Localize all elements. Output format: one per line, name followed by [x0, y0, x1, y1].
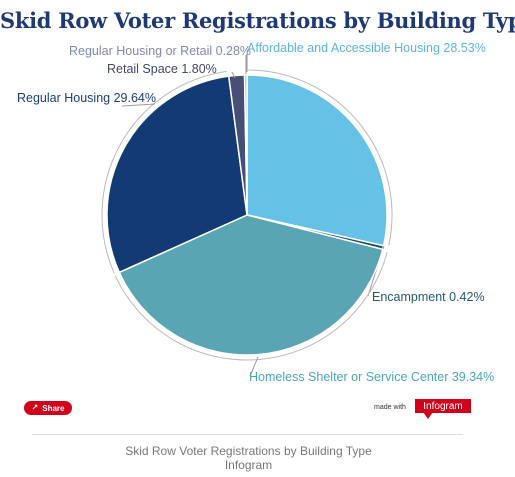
- pie-chart: Affordable and Accessible Housing 28.53%…: [17, 41, 494, 384]
- share-button[interactable]: ↗ Share: [24, 401, 72, 415]
- caption: Skid Row Voter Registrations by Building…: [0, 444, 497, 472]
- slice-arc-guide: [114, 251, 388, 361]
- pie-slice-regular-housing[interactable]: [106, 75, 248, 274]
- share-button-label: Share: [42, 403, 65, 413]
- pie-slice-affordable-and-accessible-housing[interactable]: [246, 74, 388, 247]
- infogram-brand-link[interactable]: Infogram: [415, 399, 471, 413]
- pie-slice-homeless-shelter-or-service-center[interactable]: [118, 214, 384, 356]
- slice-arc-guide: [101, 70, 227, 274]
- chart-title: Skid Row Voter Registrations by Building…: [0, 8, 515, 33]
- caption-source: Infogram: [224, 458, 273, 472]
- brand-badge-tail: [423, 412, 433, 419]
- leader-line: [231, 71, 236, 79]
- slice-label: Regular Housing or Retail 0.28%: [69, 44, 251, 58]
- slice-label: Retail Space 1.80%: [107, 62, 217, 76]
- leader-line: [249, 356, 259, 377]
- footer-divider: [32, 434, 463, 435]
- share-icon: ↗: [31, 403, 39, 412]
- slice-label: Homeless Shelter or Service Center 39.34…: [249, 370, 494, 384]
- made-with-text: made with: [374, 404, 406, 411]
- slice-label: Affordable and Accessible Housing 28.53%: [247, 41, 486, 55]
- slice-label: Encampment 0.42%: [372, 290, 485, 304]
- slice-label: Regular Housing 29.64%: [17, 91, 156, 105]
- caption-title: Skid Row Voter Registrations by Building…: [125, 444, 372, 458]
- pie-slice-regular-housing-or-retail[interactable]: [243, 74, 248, 216]
- slice-arc-guide: [248, 69, 393, 246]
- leader-line: [121, 103, 156, 107]
